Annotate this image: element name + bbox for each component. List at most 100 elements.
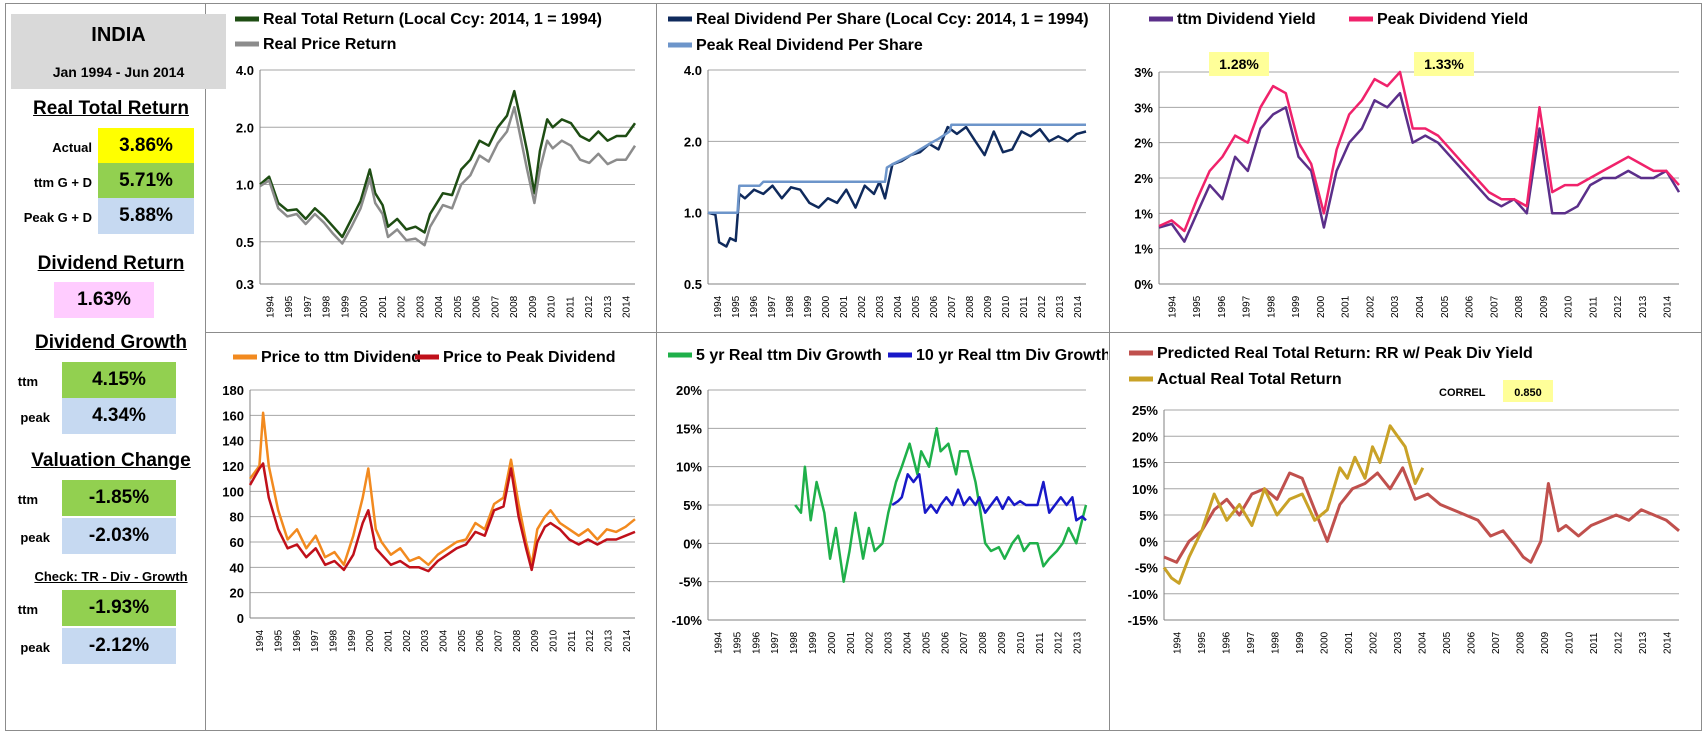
period-label: Jan 1994 - Jun 2014 (52, 64, 185, 80)
y-tick-label: 80 (230, 510, 244, 525)
x-tick-label: 1996 (751, 631, 762, 654)
legend-label: Peak Real Dividend Per Share (696, 37, 923, 54)
x-tick-label: 2005 (457, 629, 468, 652)
x-tick-label: 1994 (713, 295, 724, 318)
x-tick-label: 2005 (921, 631, 932, 654)
y-tick-label: 160 (222, 408, 244, 423)
x-tick-label: 2008 (965, 295, 976, 318)
x-tick-label: 1994 (265, 295, 276, 318)
x-tick-label: 2002 (402, 629, 413, 652)
x-tick-label: 2002 (1368, 631, 1379, 654)
x-tick-label: 2009 (983, 295, 994, 318)
check-title: Check: TR - Div - Growth (34, 569, 188, 584)
x-tick-label: 2000 (1319, 631, 1330, 654)
y-tick-label: 10% (676, 460, 702, 475)
chart-real-total-return: 0.3 0.5 1.0 2.0 4.0 1994 1995 1997 1998 1999 2000 2… (235, 11, 637, 318)
x-tick-label: 2006 (1465, 295, 1476, 318)
y-tick-label: 100 (222, 484, 244, 499)
divider (656, 4, 657, 730)
x-tick-label: 1996 (749, 295, 760, 318)
x-tick-label: 2006 (929, 295, 940, 318)
x-tick-label: 1997 (303, 295, 314, 318)
y-tick-label: 0 (237, 611, 244, 626)
x-tick-label: 1994 (1172, 631, 1183, 654)
x-tick-label: 2011 (1589, 632, 1600, 654)
x-tick-label: 2001 (846, 631, 857, 654)
x-tick-label: 2002 (865, 631, 876, 654)
chart-predicted-return: -15% -10% -5% 0% 5% 10% 15% 20% 25% 1994 1995 1996 1… (1128, 345, 1680, 654)
x-tick-label: 2003 (1390, 295, 1401, 318)
y-tick-label: 3% (1134, 65, 1153, 80)
x-tick-label: 1998 (789, 631, 800, 654)
y-tick-label: 2.0 (684, 134, 702, 149)
row-label: peak (20, 640, 50, 655)
x-tick-label: 2011 (1035, 632, 1046, 654)
y-tick-label: 5% (683, 498, 702, 513)
y-tick-label: 1.0 (684, 206, 702, 221)
x-tick-label: 1996 (1217, 295, 1228, 318)
y-tick-label: 0.3 (236, 277, 254, 292)
x-tick-label: 2009 (1539, 295, 1550, 318)
y-tick-label: 40 (230, 560, 244, 575)
x-tick-label: 1996 (1221, 631, 1232, 654)
y-tick-label: 5% (1139, 508, 1158, 523)
y-tick-label: 120 (222, 459, 244, 474)
summary-panel: INDIA Jan 1994 - Jun 2014 Real Total Ret… (6, 4, 228, 730)
y-tick-label: 2% (1134, 136, 1153, 151)
x-tick-label: 2007 (1489, 295, 1500, 318)
x-tick-label: 1995 (732, 631, 743, 654)
x-tick-label: 1994 (713, 631, 724, 654)
x-tick-label: 2005 (911, 295, 922, 318)
x-tick-label: 2013 (1638, 631, 1649, 654)
y-tick-label: -5% (1135, 561, 1159, 576)
annotation-label: 0.850 (1514, 387, 1542, 399)
real-total-return-title: Real Total Return (33, 98, 189, 119)
x-tick-label: 2006 (1467, 631, 1478, 654)
country-title: INDIA (91, 24, 146, 46)
legend-label: Real Dividend Per Share (Local Ccy: 2014… (696, 11, 1089, 28)
x-tick-label: 2012 (585, 629, 596, 652)
x-tick-label: 2014 (1073, 295, 1084, 318)
valuation-change-title: Valuation Change (31, 450, 191, 471)
x-tick-label: 2013 (1638, 295, 1649, 318)
x-tick-label: 2002 (1365, 295, 1376, 318)
y-tick-label: 180 (222, 383, 244, 398)
x-tick-label: 1997 (767, 295, 778, 318)
series-line-2 (708, 123, 1086, 214)
divider (1109, 4, 1110, 730)
x-tick-label: 1997 (310, 629, 321, 652)
y-tick-label: 20% (1132, 429, 1158, 444)
y-tick-label: 10% (1132, 482, 1158, 497)
divider (205, 4, 206, 730)
x-tick-label: 1994 (255, 629, 266, 652)
x-tick-label: 1997 (1246, 631, 1257, 654)
peak-gd-value: 5.88% (98, 198, 194, 234)
series-line-2 (891, 473, 1087, 522)
x-tick-label: 2014 (622, 629, 633, 652)
x-tick-label: 2012 (1037, 295, 1048, 318)
dividend-return-value: 1.63% (54, 282, 154, 318)
actual-return-value: 3.86% (98, 128, 194, 164)
x-tick-label: 2000 (359, 295, 370, 318)
y-tick-label: 3% (1134, 100, 1153, 115)
row-label: Peak G + D (23, 210, 92, 225)
x-tick-label: 2009 (528, 295, 539, 318)
peak-check-value: -2.12% (62, 628, 176, 664)
country-header: INDIA Jan 1994 - Jun 2014 (11, 14, 226, 89)
x-tick-label: 2003 (420, 629, 431, 652)
chart-real-dividend-per-share: 0.5 1.0 2.0 4.0 1994 1995 1996 1997 1998 1999 2000… (668, 11, 1089, 318)
x-tick-label: 2008 (1514, 295, 1525, 318)
y-tick-label: -10% (672, 613, 703, 628)
x-tick-label: 2012 (1614, 631, 1625, 654)
series-line-1 (794, 427, 1088, 583)
legend-label: Peak Dividend Yield (1377, 11, 1528, 28)
x-tick-label: 2006 (472, 295, 483, 318)
x-tick-label: 1994 (1167, 295, 1178, 318)
x-tick-label: 2013 (603, 295, 614, 318)
x-tick-label: 2012 (1054, 631, 1065, 654)
x-tick-label: 2004 (439, 629, 450, 652)
x-tick-label: 2014 (622, 295, 633, 318)
x-tick-label: 2007 (494, 629, 505, 652)
x-tick-label: 2012 (1613, 295, 1624, 318)
x-tick-label: 2007 (947, 295, 958, 318)
